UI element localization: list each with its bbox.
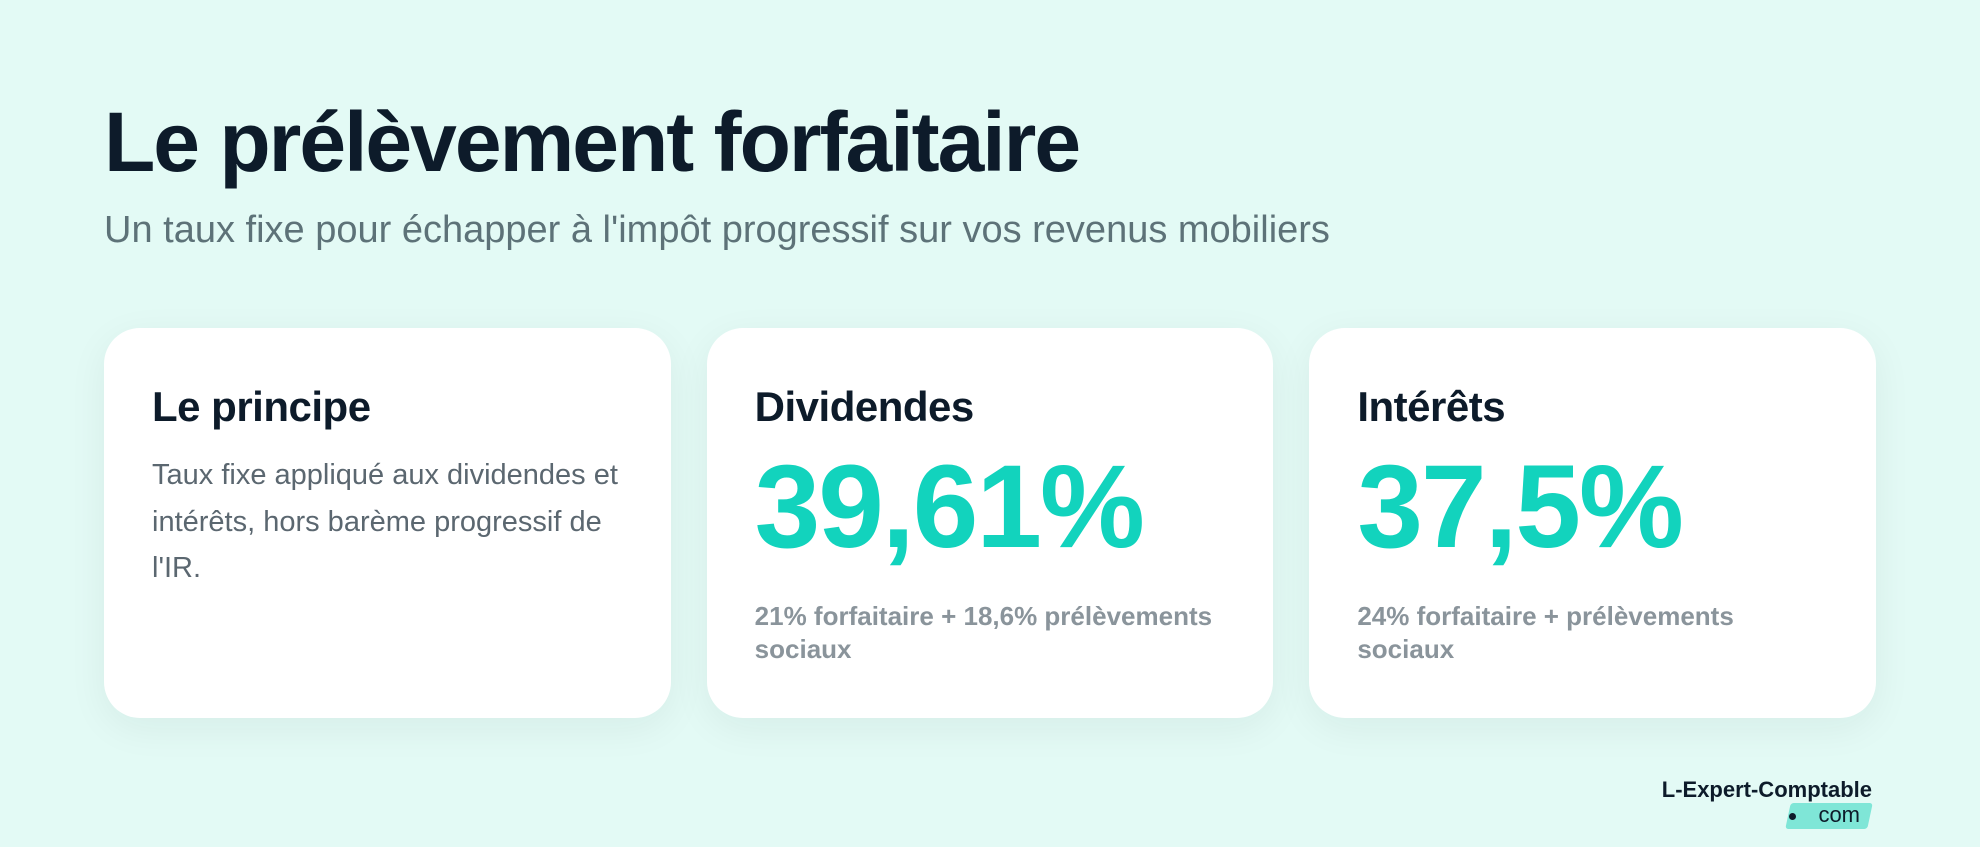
principle-title: Le principe xyxy=(152,383,371,430)
dividends-card: Dividendes 39,61% 21% forfaitaire + 18,6… xyxy=(706,328,1274,718)
logo-name: L-Expert-Comptable xyxy=(1661,777,1872,802)
brand-logo: L-Expert-Comptable com xyxy=(1612,777,1873,833)
interests-breakdown: 24% forfaitaire + prélèvements sociaux xyxy=(1357,601,1734,664)
logo-dot-icon xyxy=(1789,813,1796,820)
interests-title: Intérêts xyxy=(1357,383,1506,430)
page-subtitle: Un taux fixe pour échapper à l'impôt pro… xyxy=(104,209,1330,252)
header: Le prélèvement forfaitaire Un taux fixe … xyxy=(104,96,1330,254)
dividends-rate: 39,61% xyxy=(754,441,1145,574)
principle-card: Le principe Taux fixe appliqué aux divid… xyxy=(104,328,671,718)
logo-tld: com xyxy=(1818,802,1860,827)
dividends-breakdown: 21% forfaitaire + 18,6% prélèvements soc… xyxy=(754,601,1213,664)
page-title: Le prélèvement forfaitaire xyxy=(104,95,1081,189)
interests-rate: 37,5% xyxy=(1357,441,1684,574)
cards-row: Le principe Taux fixe appliqué aux divid… xyxy=(104,328,1877,718)
principle-description: Taux fixe appliqué aux dividendes et int… xyxy=(152,459,618,584)
interests-card: Intérêts 37,5% 24% forfaitaire + prélève… xyxy=(1309,328,1877,718)
dividends-title: Dividendes xyxy=(754,383,975,430)
